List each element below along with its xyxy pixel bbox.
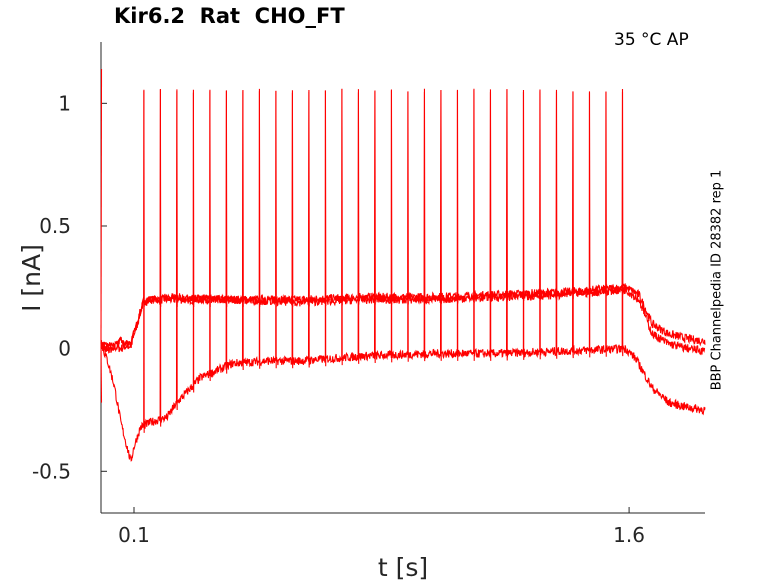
x-axis-label: t [s] xyxy=(378,553,428,582)
x-tick-label: 1.6 xyxy=(613,523,645,547)
transient-mark xyxy=(100,68,103,344)
trace-line xyxy=(100,88,706,353)
traces xyxy=(100,68,706,462)
condition-label: 35 °C AP xyxy=(614,30,689,50)
trace-line xyxy=(100,88,706,462)
y-tick-label: 1 xyxy=(58,91,71,115)
y-axis-label: I [nA] xyxy=(17,244,46,312)
x-tick-label: 0.1 xyxy=(118,523,150,547)
ticks: -0.5 0 0.5 1 0.1 1.6 xyxy=(32,91,645,547)
source-label: BBP Channelpedia ID 28382 rep 1 xyxy=(709,169,725,391)
trace-line xyxy=(100,286,706,356)
transient-mark xyxy=(100,343,103,403)
axes xyxy=(100,42,705,514)
y-tick-label: -0.5 xyxy=(32,459,71,483)
y-tick-label: 0 xyxy=(58,337,71,361)
y-tick-label: 0.5 xyxy=(39,214,71,238)
chart-title: Kir6.2 Rat CHO_FT xyxy=(114,4,345,28)
